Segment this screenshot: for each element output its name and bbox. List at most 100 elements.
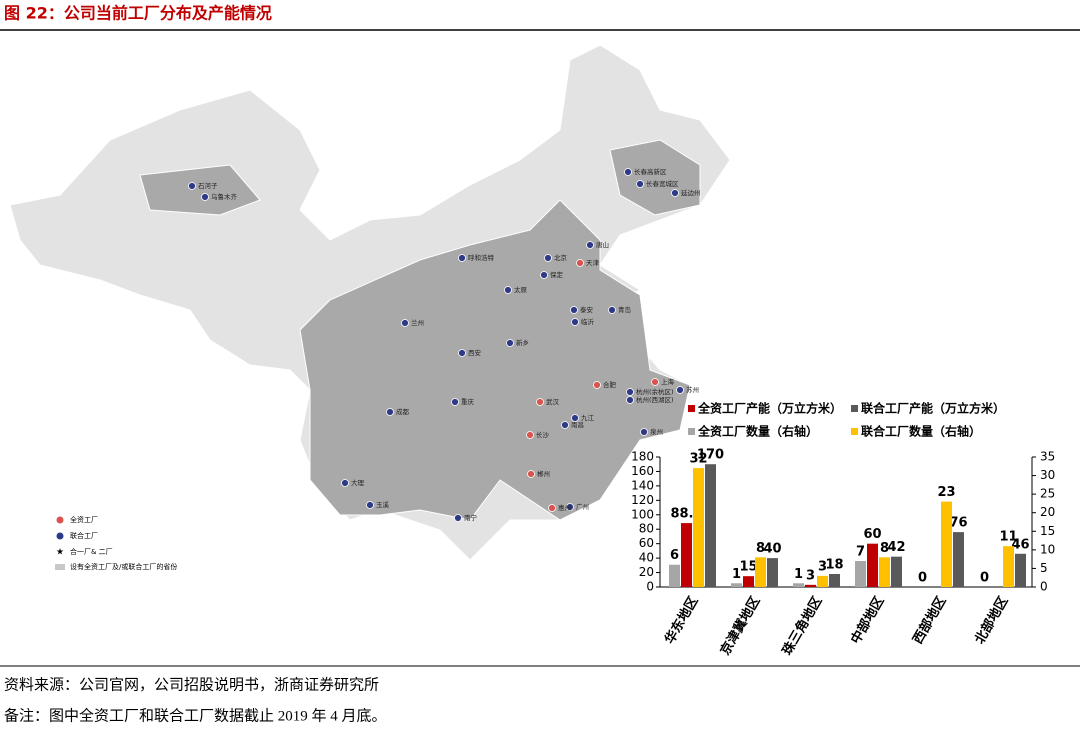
factory-label: 合肥	[603, 380, 617, 389]
factory-marker	[624, 168, 632, 176]
covered-provinces	[609, 139, 701, 216]
x-tick-label: 北部地区	[972, 594, 1012, 647]
factory-label: 杭州(余杭区)	[636, 387, 674, 396]
y-tick-label: 0	[646, 580, 654, 594]
factory-label: 青岛	[618, 305, 631, 314]
data-label: 60	[863, 527, 881, 542]
factory-label: 苏州	[686, 385, 699, 394]
legend-label: 联合工厂数量（右轴）	[861, 424, 981, 439]
y-tick-label: 80	[639, 522, 654, 536]
factory-label: 上海	[661, 377, 675, 386]
x-tick-label: 华东地区	[662, 594, 702, 647]
factory-marker	[341, 479, 349, 487]
data-label: 7	[856, 545, 865, 560]
data-label: 18	[825, 558, 843, 573]
bar	[1015, 553, 1026, 587]
data-label: 3	[818, 559, 827, 574]
bar	[705, 464, 716, 587]
y-tick-label: 160	[631, 464, 654, 478]
factory-marker	[401, 319, 409, 327]
factory-marker	[504, 286, 512, 294]
legend-text: 设有全资工厂及/或联合工厂的省份	[70, 562, 177, 571]
data-label: 1	[794, 567, 803, 582]
factory-marker	[593, 381, 601, 389]
data-label: 0	[918, 571, 927, 586]
factory-marker	[188, 182, 196, 190]
bar	[891, 556, 902, 587]
bar	[669, 564, 680, 587]
factory-label: 北京	[554, 253, 568, 262]
legend-swatch	[688, 428, 695, 435]
data-label: 76	[949, 516, 967, 531]
data-label: 46	[1011, 537, 1029, 552]
factory-marker	[626, 388, 634, 396]
factory-label: 武汉	[546, 397, 560, 406]
bar	[805, 584, 816, 587]
factory-label: 保定	[550, 270, 564, 279]
factory-label: 长沙	[536, 430, 550, 439]
data-label: 3	[806, 568, 815, 583]
factory-marker	[671, 189, 679, 197]
data-label: 32	[689, 452, 707, 467]
data-label: 42	[887, 540, 905, 555]
factory-label: 南宁	[464, 513, 478, 522]
bar	[1003, 546, 1014, 587]
factory-marker	[608, 306, 616, 314]
factory-label: 兰州	[411, 318, 424, 327]
factory-marker	[458, 254, 466, 262]
legend-icon	[56, 532, 64, 540]
factory-marker	[526, 431, 534, 439]
factory-label: 新乡	[516, 338, 529, 347]
bar	[693, 468, 704, 587]
data-label: 8	[880, 541, 889, 556]
factory-label: 乌鲁木齐	[211, 192, 238, 201]
bar	[953, 532, 964, 587]
x-tick-label: 中部地区	[848, 594, 888, 647]
y2-tick-label: 15	[1040, 524, 1055, 538]
x-tick-label: 西部地区	[910, 594, 950, 647]
factory-marker	[586, 241, 594, 249]
y2-tick-label: 25	[1040, 487, 1055, 501]
y-tick-label: 120	[631, 493, 654, 507]
factory-marker	[570, 306, 578, 314]
data-label: 170	[697, 448, 724, 463]
figure-title: 图 22：公司当前工厂分布及产能情况	[4, 4, 272, 23]
factory-label: 南昌	[571, 420, 584, 429]
y-tick-label: 20	[639, 565, 654, 579]
legend-label: 全资工厂产能（万立方米）	[697, 401, 842, 416]
factory-marker	[571, 318, 579, 326]
source-note: 资料来源：公司官网，公司招股说明书，浙商证券研究所	[4, 676, 379, 693]
factory-label: 天津	[586, 259, 600, 267]
bar	[941, 501, 952, 587]
legend-text: 合一厂& 二厂	[70, 547, 113, 556]
covered-provinces	[139, 164, 261, 216]
y-tick-label: 180	[631, 450, 654, 464]
factory-label: 临沂	[581, 317, 595, 326]
factory-label: 唐山	[596, 240, 609, 249]
data-label: 11	[999, 530, 1017, 545]
factory-marker	[626, 396, 634, 404]
factory-marker	[548, 504, 556, 512]
bar	[867, 543, 878, 587]
factory-label: 成都	[396, 407, 410, 416]
factory-marker	[506, 339, 514, 347]
bar	[879, 557, 890, 587]
factory-label: 长春宽城区	[646, 179, 679, 188]
data-label: 15	[739, 560, 757, 575]
y2-tick-label: 20	[1040, 505, 1055, 519]
factory-marker	[366, 501, 374, 509]
factory-label: 泰安	[580, 305, 594, 314]
factory-marker	[566, 503, 574, 511]
factory-label: 太原	[514, 285, 528, 294]
y-tick-label: 140	[631, 478, 654, 492]
factory-marker	[540, 271, 548, 279]
legend-text: 联合工厂	[70, 531, 98, 540]
bar	[855, 561, 866, 587]
factory-label: 郴州	[537, 469, 550, 478]
bar	[681, 523, 692, 587]
factory-marker	[451, 398, 459, 406]
factory-marker	[561, 421, 569, 429]
factory-label: 延边州	[681, 188, 701, 197]
data-label: 6	[670, 548, 679, 563]
